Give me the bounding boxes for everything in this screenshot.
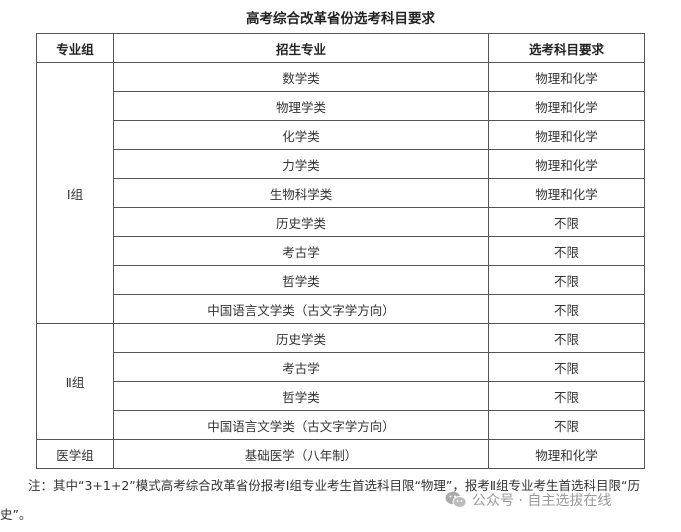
major-cell: 历史学类 bbox=[113, 323, 489, 353]
table-row: 考古学 不限 bbox=[37, 236, 645, 266]
table-row: Ⅰ组 数学类 物理和化学 bbox=[36, 62, 645, 324]
table-row: 化学类 物理和化学 bbox=[37, 120, 645, 150]
table-row: 哲学类 不限 bbox=[37, 265, 645, 295]
requirement-cell: 物理和化学 bbox=[488, 120, 645, 150]
group-cell: 医学组 bbox=[36, 439, 114, 469]
requirement-cell: 物理和化学 bbox=[488, 178, 645, 208]
table-row: Ⅱ组 历史学类 不限 bbox=[36, 323, 645, 440]
major-cell: 中国语言文学类（古文字学方向） bbox=[113, 294, 489, 324]
group-cell: Ⅱ组 bbox=[36, 323, 114, 440]
table-title: 高考综合改革省份选考科目要求 bbox=[246, 11, 435, 27]
requirement-cell: 物理和化学 bbox=[488, 439, 645, 469]
watermark: 公众号 · 自主选拔在线 bbox=[445, 490, 611, 510]
table-row: 考古学 不限 bbox=[37, 352, 645, 382]
requirement-cell: 不限 bbox=[488, 381, 645, 411]
major-cell: 基础医学（八年制） bbox=[113, 439, 489, 469]
requirement-cell: 物理和化学 bbox=[488, 62, 645, 92]
group-cell: Ⅰ组 bbox=[36, 62, 114, 324]
requirement-cell: 物理和化学 bbox=[488, 149, 645, 179]
table-header-row: 专业组 招生专业 选考科目要求 bbox=[36, 33, 645, 63]
table-row: 哲学类 不限 bbox=[37, 381, 645, 411]
footnote: 注：其中“3+1+2”模式高考综合改革省份报考Ⅰ组专业考生首选科目限“物理”，报… bbox=[0, 478, 641, 522]
major-cell: 化学类 bbox=[113, 120, 489, 150]
major-cell: 物理学类 bbox=[113, 91, 489, 121]
major-cell: 考古学 bbox=[113, 352, 489, 382]
requirement-cell: 不限 bbox=[488, 265, 645, 295]
requirement-cell: 不限 bbox=[488, 236, 645, 266]
requirement-cell: 不限 bbox=[488, 207, 645, 237]
requirement-cell: 不限 bbox=[488, 323, 645, 353]
major-cell: 中国语言文学类（古文字学方向） bbox=[113, 410, 489, 440]
requirement-cell: 不限 bbox=[488, 410, 645, 440]
major-cell: 考古学 bbox=[113, 236, 489, 266]
table-row: 历史学类 不限 bbox=[37, 207, 645, 237]
watermark-text: 公众号 · 自主选拔在线 bbox=[472, 493, 612, 509]
table-row: 医学组 基础医学（八年制） 物理和化学 bbox=[36, 439, 645, 469]
header-major: 招生专业 bbox=[113, 33, 489, 63]
major-cell: 数学类 bbox=[113, 62, 489, 92]
table-row: 中国语言文学类（古文字学方向） 不限 bbox=[37, 410, 645, 440]
major-cell: 哲学类 bbox=[113, 381, 489, 411]
major-cell: 历史学类 bbox=[113, 207, 489, 237]
table-row: 物理学类 物理和化学 bbox=[37, 91, 645, 121]
requirement-cell: 物理和化学 bbox=[488, 91, 645, 121]
major-cell: 生物科学类 bbox=[113, 178, 489, 208]
header-group: 专业组 bbox=[36, 33, 114, 63]
wechat-icon bbox=[445, 491, 467, 508]
requirement-cell: 不限 bbox=[488, 294, 645, 324]
subject-requirements-table: 专业组 招生专业 选考科目要求 Ⅰ组 数学类 物理和化学 物理学类 物理和化学 化学类 物理… bbox=[36, 33, 645, 469]
requirement-cell: 不限 bbox=[488, 352, 645, 382]
table-row: 生物科学类 物理和化学 bbox=[37, 178, 645, 208]
major-cell: 哲学类 bbox=[113, 265, 489, 295]
table-row: 力学类 物理和化学 bbox=[37, 149, 645, 179]
major-cell: 力学类 bbox=[113, 149, 489, 179]
table-row: 中国语言文学类（古文字学方向） 不限 bbox=[37, 294, 645, 324]
header-requirement: 选考科目要求 bbox=[488, 33, 645, 63]
